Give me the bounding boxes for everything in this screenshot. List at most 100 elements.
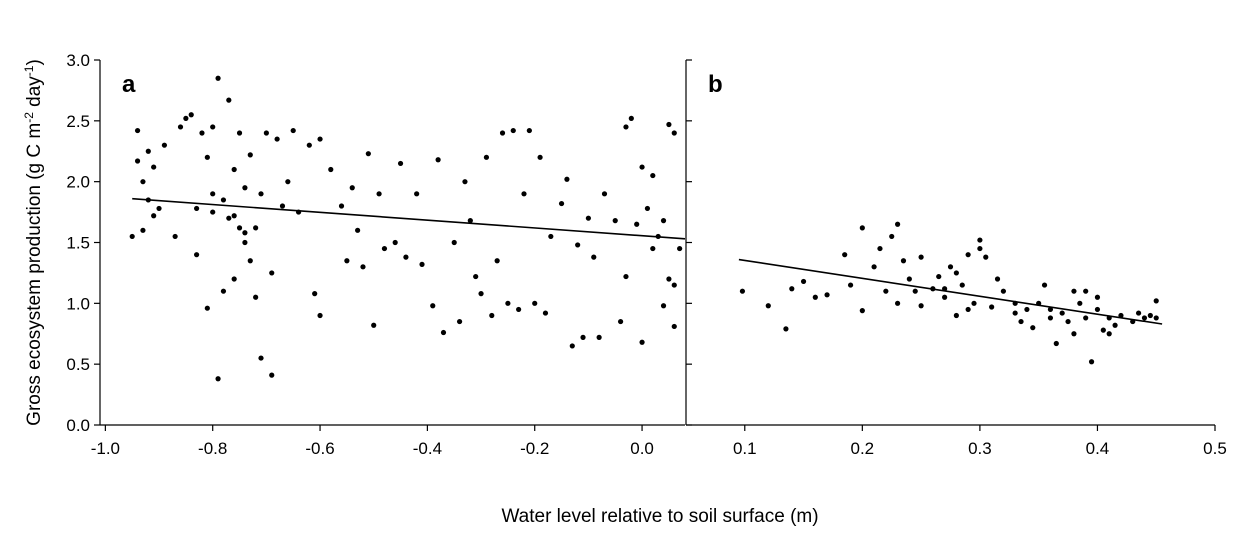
point [542, 310, 549, 316]
y-axis-label: Gross ecosystem production (g C m-2 day-… [22, 59, 45, 426]
point [456, 318, 463, 325]
point [660, 218, 667, 224]
point [558, 200, 565, 207]
y-tick-label: 2.0 [66, 173, 90, 192]
point [895, 300, 901, 306]
point [628, 115, 634, 121]
point [1041, 282, 1048, 288]
point [1024, 306, 1030, 313]
point [739, 288, 746, 294]
point [151, 164, 157, 170]
point [236, 130, 243, 136]
point [1147, 312, 1153, 319]
point [285, 179, 291, 185]
point [516, 306, 522, 313]
point [140, 227, 146, 233]
point [210, 209, 216, 215]
point [1059, 310, 1065, 316]
point [473, 273, 479, 280]
point [414, 191, 420, 197]
point [596, 334, 602, 340]
point [253, 225, 259, 231]
point [312, 291, 318, 297]
point [1088, 359, 1095, 365]
point [918, 303, 924, 309]
point [161, 142, 168, 148]
x-tick-label: -0.6 [305, 439, 334, 458]
point [220, 288, 227, 294]
point [1071, 331, 1077, 337]
point [617, 318, 624, 325]
point [859, 308, 865, 314]
point [236, 225, 243, 231]
point [671, 130, 677, 136]
point [906, 276, 912, 282]
point [253, 294, 259, 300]
y-axis-label-part: ) [24, 59, 45, 65]
point [258, 191, 264, 197]
point [959, 282, 965, 288]
point [895, 221, 901, 227]
point [564, 176, 570, 182]
point [859, 225, 865, 231]
point [1030, 325, 1036, 331]
point [612, 218, 618, 224]
point [489, 312, 495, 319]
point [210, 124, 216, 130]
x-axis-label: Water level relative to soil surface (m) [501, 506, 818, 527]
point [226, 215, 232, 221]
point [478, 291, 484, 297]
point [824, 292, 830, 298]
point [977, 237, 983, 243]
y-tick-label: 1.5 [66, 234, 90, 253]
point [971, 300, 977, 306]
point [242, 230, 248, 236]
point [883, 288, 889, 294]
point [177, 124, 184, 130]
point [194, 205, 200, 212]
point [188, 112, 194, 118]
y-tick-label: 1.0 [66, 294, 90, 313]
point [871, 264, 877, 270]
point [467, 218, 473, 224]
point [666, 121, 672, 128]
point [650, 245, 656, 252]
point [419, 261, 425, 267]
point [1153, 315, 1159, 321]
point [900, 258, 907, 264]
point [671, 282, 677, 288]
point [258, 355, 264, 361]
point [977, 245, 983, 252]
y-axis-label-part: -2 [22, 112, 36, 123]
point [220, 197, 227, 203]
point [1141, 315, 1148, 321]
point [392, 239, 398, 246]
point [430, 303, 436, 309]
point [1047, 306, 1054, 313]
point [381, 245, 388, 252]
y-axis-label-part: -1 [22, 65, 36, 76]
y-tick-label: 3.0 [66, 51, 90, 70]
point [623, 124, 629, 130]
point [1000, 288, 1007, 294]
point [639, 339, 645, 345]
point [435, 157, 441, 163]
point [403, 254, 409, 260]
point [376, 191, 382, 197]
x-tick-label: 0.1 [733, 439, 757, 458]
point [215, 75, 221, 81]
point [537, 154, 543, 160]
x-tick-label: 0.5 [1203, 439, 1227, 458]
point [317, 312, 323, 319]
y-axis-label-part: day [24, 76, 45, 112]
point [1112, 322, 1118, 328]
point [575, 242, 581, 248]
point [671, 323, 677, 330]
point [231, 213, 237, 219]
point [569, 343, 575, 349]
point [151, 213, 157, 219]
point [783, 326, 789, 332]
point [510, 127, 516, 134]
point [1077, 300, 1083, 306]
